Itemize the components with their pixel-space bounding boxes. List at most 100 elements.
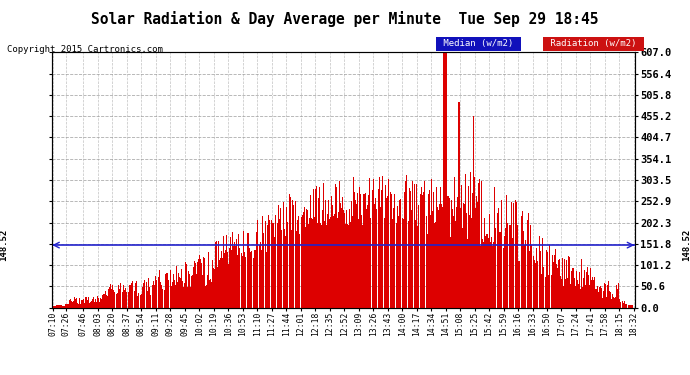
Bar	[236, 239, 237, 308]
Bar	[399, 200, 400, 308]
Bar	[132, 295, 133, 307]
Bar	[546, 251, 547, 308]
Bar	[353, 213, 355, 308]
Bar	[112, 285, 113, 308]
Bar	[141, 294, 142, 308]
Bar	[180, 278, 181, 308]
Bar	[303, 211, 304, 308]
Bar	[121, 288, 122, 308]
Bar	[335, 214, 337, 308]
Bar	[571, 271, 572, 308]
Bar	[251, 251, 252, 308]
Bar	[420, 194, 421, 308]
Bar	[508, 205, 509, 308]
Bar	[341, 208, 342, 308]
Bar	[330, 195, 331, 308]
Bar	[109, 287, 110, 308]
Bar	[493, 242, 494, 308]
Bar	[203, 257, 204, 307]
Bar	[120, 283, 121, 308]
Bar	[459, 102, 460, 308]
Bar	[575, 286, 576, 308]
Bar	[374, 204, 375, 308]
Bar	[544, 242, 545, 308]
Bar	[611, 299, 612, 307]
Bar	[140, 295, 141, 307]
Bar	[232, 232, 233, 308]
Bar	[504, 236, 505, 308]
Bar	[323, 183, 324, 308]
Bar	[606, 297, 607, 307]
Bar	[206, 285, 207, 308]
Bar	[276, 209, 277, 308]
Bar	[261, 250, 262, 308]
Bar	[170, 270, 171, 308]
Bar	[255, 250, 256, 308]
Bar	[391, 194, 392, 308]
Bar	[348, 225, 349, 308]
Bar	[101, 299, 102, 307]
Bar	[152, 285, 153, 308]
Bar	[111, 289, 112, 308]
Bar	[166, 273, 167, 308]
Bar	[430, 215, 431, 308]
Bar	[490, 242, 491, 308]
Bar	[552, 255, 553, 308]
Bar	[216, 241, 217, 308]
Bar	[328, 219, 330, 308]
Bar	[127, 292, 128, 308]
Bar	[419, 225, 420, 308]
Bar	[239, 255, 241, 308]
Bar	[147, 291, 148, 308]
Bar	[368, 195, 369, 308]
Bar	[584, 285, 586, 308]
Bar	[491, 237, 492, 308]
Bar	[327, 214, 328, 308]
Bar	[619, 299, 620, 307]
Bar	[241, 252, 242, 308]
Bar	[85, 297, 86, 307]
Bar	[106, 296, 107, 307]
Bar	[427, 234, 428, 308]
Bar	[524, 245, 525, 308]
Bar	[205, 254, 206, 308]
Bar	[479, 182, 480, 308]
Bar	[626, 304, 627, 307]
Bar	[228, 244, 229, 308]
Bar	[107, 296, 108, 307]
Bar	[446, 53, 447, 308]
Bar	[227, 252, 228, 308]
Bar	[424, 226, 426, 308]
Bar	[165, 274, 166, 308]
Bar	[557, 264, 558, 308]
Bar	[411, 210, 412, 308]
Bar	[516, 202, 517, 308]
Bar	[164, 290, 165, 308]
Bar	[603, 291, 604, 308]
Bar	[532, 267, 533, 308]
Bar	[580, 289, 581, 308]
Bar	[579, 272, 580, 308]
Bar	[523, 231, 524, 308]
Bar	[315, 189, 316, 308]
Bar	[520, 241, 522, 308]
Bar	[463, 203, 464, 308]
Bar	[593, 279, 594, 308]
Bar	[177, 282, 178, 308]
Bar	[622, 302, 623, 307]
Bar	[591, 283, 593, 308]
Bar	[347, 224, 348, 308]
Bar	[408, 220, 409, 308]
Bar	[314, 217, 315, 308]
Bar	[57, 305, 58, 308]
Bar	[122, 292, 124, 308]
Bar	[67, 304, 68, 307]
Bar	[217, 267, 218, 308]
Bar	[589, 285, 590, 308]
Bar	[104, 294, 105, 307]
Bar	[199, 255, 200, 308]
Bar	[630, 305, 631, 308]
Bar	[586, 272, 587, 308]
Text: 148.52: 148.52	[0, 229, 8, 261]
Bar	[596, 289, 597, 308]
